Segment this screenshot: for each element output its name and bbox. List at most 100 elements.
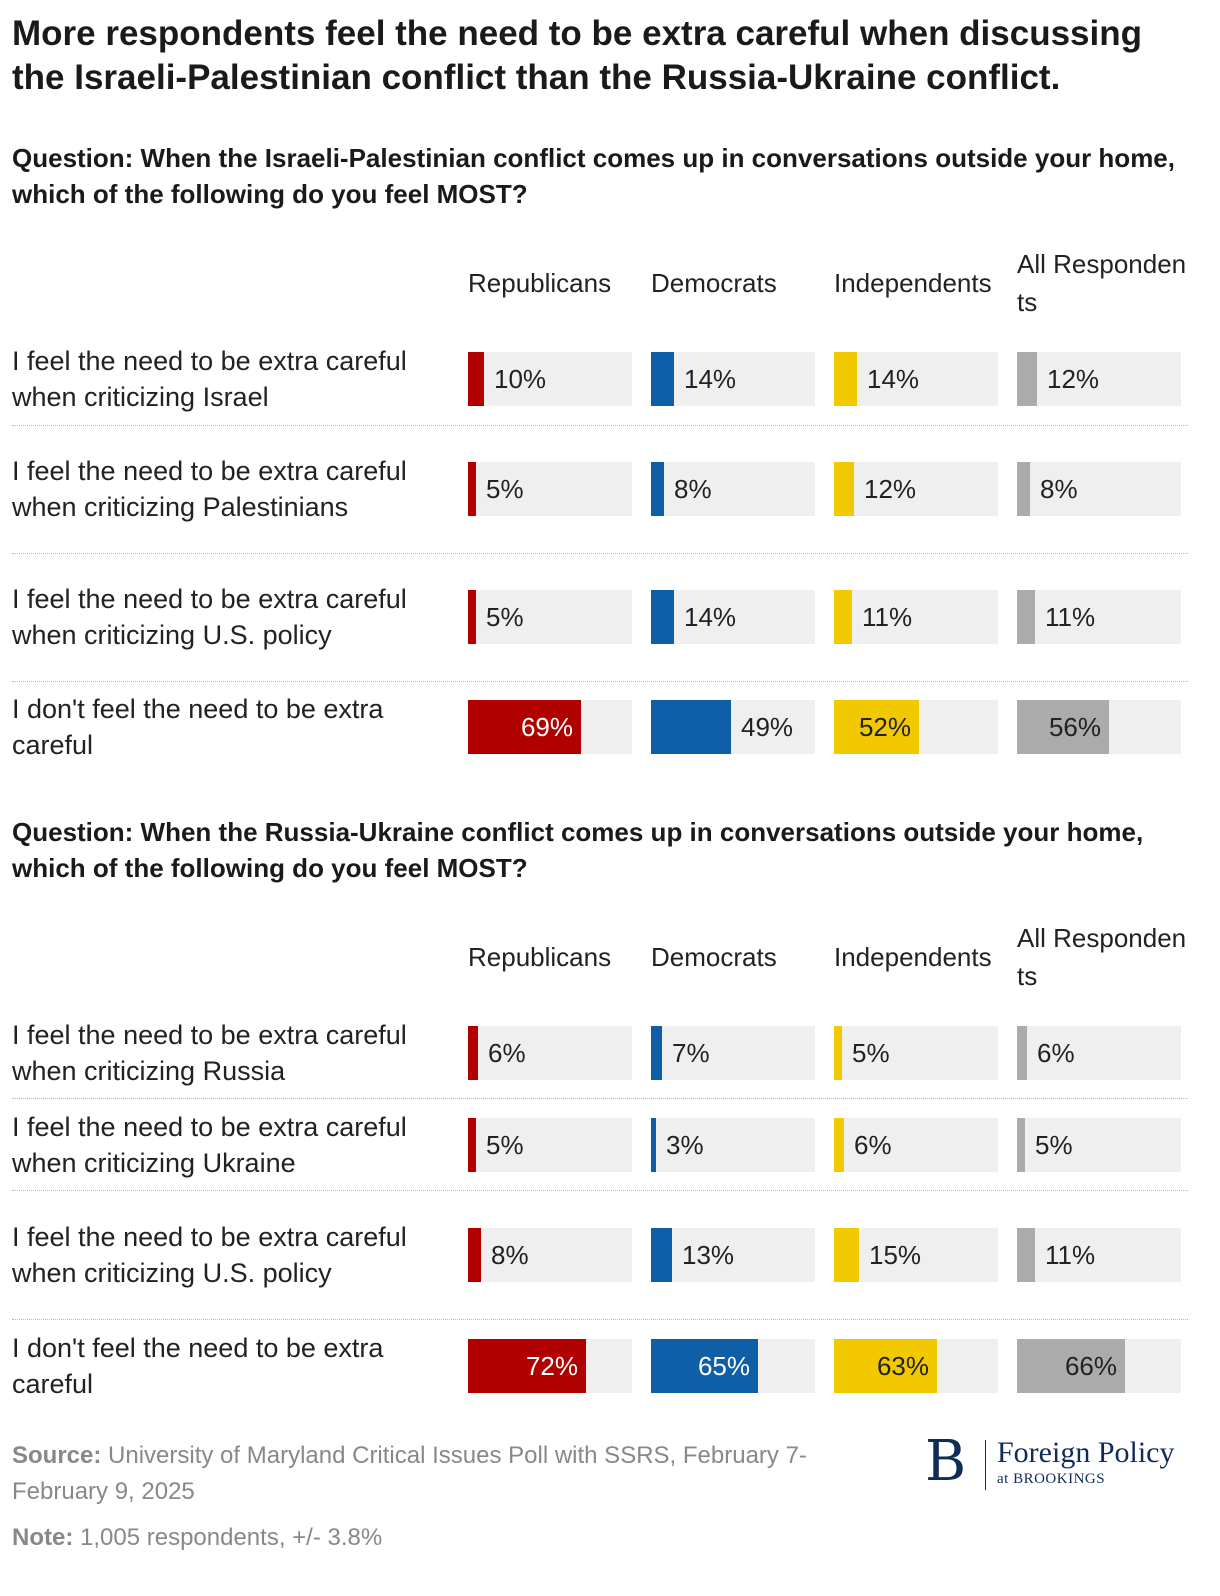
bar-independents [834,700,919,754]
data-label: 10% [494,364,547,394]
bar-democrats [651,352,674,406]
data-label: 12% [1047,364,1100,394]
data-label: 7% [672,1038,710,1068]
bar-cell-all-respondents: 56% [1017,700,1181,754]
bar-cell-democrats: 14% [651,590,815,644]
note-text: 1,005 respondents, +/- 3.8% [80,1524,383,1551]
bar-all-respondents [1017,1026,1027,1080]
data-label: 12% [864,474,917,504]
bar-democrats [651,1339,758,1393]
bar-all-respondents [1017,352,1037,406]
data-label: 6% [488,1038,526,1068]
bar-independents [834,1118,844,1172]
bar-cell-republicans: 8% [468,1228,632,1282]
bar-republicans [468,1026,478,1080]
data-label: 11% [1045,602,1096,632]
data-label: 6% [1037,1038,1075,1068]
note: Note: 1,005 respondents, +/- 3.8% [12,1520,382,1556]
data-label: 14% [684,602,737,632]
bar-cell-independents: 63% [834,1339,998,1393]
row-label: I feel the need to be extra careful when… [12,1020,407,1086]
data-label: 11% [862,602,913,632]
bar-democrats [651,462,664,516]
brookings-logo: B Foreign Policy at BROOKINGS [925,1430,1195,1500]
bar-democrats [651,1118,656,1172]
bar-independents [834,1228,859,1282]
bar-democrats [651,590,674,644]
data-label: 49% [741,712,794,742]
column-header-independents: Independents [834,268,992,298]
column-header-republicans: Republicans [468,268,612,298]
bar-cell-all-respondents: 12% [1017,352,1181,406]
chart-title: More respondents feel the need to be ext… [12,14,1142,97]
column-header-all-respondents: All Respondents [1017,249,1187,317]
row-divider [12,1319,1188,1320]
data-label: 6% [854,1130,892,1160]
bar-cell-independents: 12% [834,462,998,516]
bar-cell-republicans: 5% [468,590,632,644]
data-label: 14% [684,364,737,394]
column-header-independents: Independents [834,942,992,972]
data-label: 15% [869,1240,922,1270]
bar-cell-all-respondents: 11% [1017,1228,1181,1282]
note-label: Note: [12,1524,74,1551]
bar-cell-republicans: 5% [468,1118,632,1172]
row-label: I feel the need to be extra careful when… [12,1112,407,1178]
data-label: 13% [682,1240,735,1270]
bar-cell-independents: 52% [834,700,998,754]
bar-democrats [651,1026,662,1080]
data-label: 14% [867,364,920,394]
bar-republicans [468,1228,481,1282]
data-label: 65% [697,1351,750,1381]
bar-cell-republicans: 10% [468,352,632,406]
bar-republicans [468,462,476,516]
data-label: 5% [1035,1130,1073,1160]
bar-cell-independents: 11% [834,590,998,644]
data-label: 72% [525,1351,578,1381]
column-header-republicans: Republicans [468,942,612,972]
bar-cell-democrats: 14% [651,352,815,406]
column-header-all-respondents: All Respondents [1017,923,1187,991]
bar-republicans [468,1339,586,1393]
logo-name: Foreign Policy [997,1436,1175,1469]
column-header-democrats: Democrats [651,268,777,298]
bar-all-respondents [1017,462,1030,516]
column-header-democrats: Democrats [651,942,777,972]
bar-independents [834,1339,937,1393]
row-divider [12,1190,1188,1191]
data-label: 5% [486,474,524,504]
data-label: 5% [486,602,524,632]
row-divider [12,681,1188,682]
bar-cell-democrats: 65% [651,1339,815,1393]
data-label: 3% [666,1130,704,1160]
bar-cell-all-respondents: 66% [1017,1339,1181,1393]
data-label: 11% [1045,1240,1096,1270]
data-label: 66% [1064,1351,1117,1381]
bar-all-respondents [1017,700,1109,754]
bar-cell-independents: 5% [834,1026,998,1080]
bar-cell-republicans: 72% [468,1339,632,1393]
bar-cell-all-respondents: 11% [1017,590,1181,644]
bar-all-respondents [1017,590,1035,644]
data-label: 8% [1040,474,1078,504]
bar-republicans [468,700,581,754]
bar-cell-republicans: 69% [468,700,632,754]
row-label: I feel the need to be extra careful when… [12,346,407,412]
row-label: I don't feel the need to be extra carefu… [12,694,384,760]
bar-cell-democrats: 8% [651,462,815,516]
bar-independents [834,352,857,406]
bar-cell-republicans: 5% [468,462,632,516]
bar-cell-independents: 14% [834,352,998,406]
row-label: I feel the need to be extra careful when… [12,1222,407,1288]
bar-cell-republicans: 6% [468,1026,632,1080]
bar-cell-all-respondents: 6% [1017,1026,1181,1080]
data-label: 5% [852,1038,890,1068]
bar-independents [834,590,852,644]
bar-all-respondents [1017,1228,1035,1282]
logo-sub: at BROOKINGS [997,1471,1106,1487]
bar-cell-independents: 15% [834,1228,998,1282]
bar-cell-independents: 6% [834,1118,998,1172]
row-divider [12,425,1188,426]
bar-independents [834,462,854,516]
bar-republicans [468,352,484,406]
